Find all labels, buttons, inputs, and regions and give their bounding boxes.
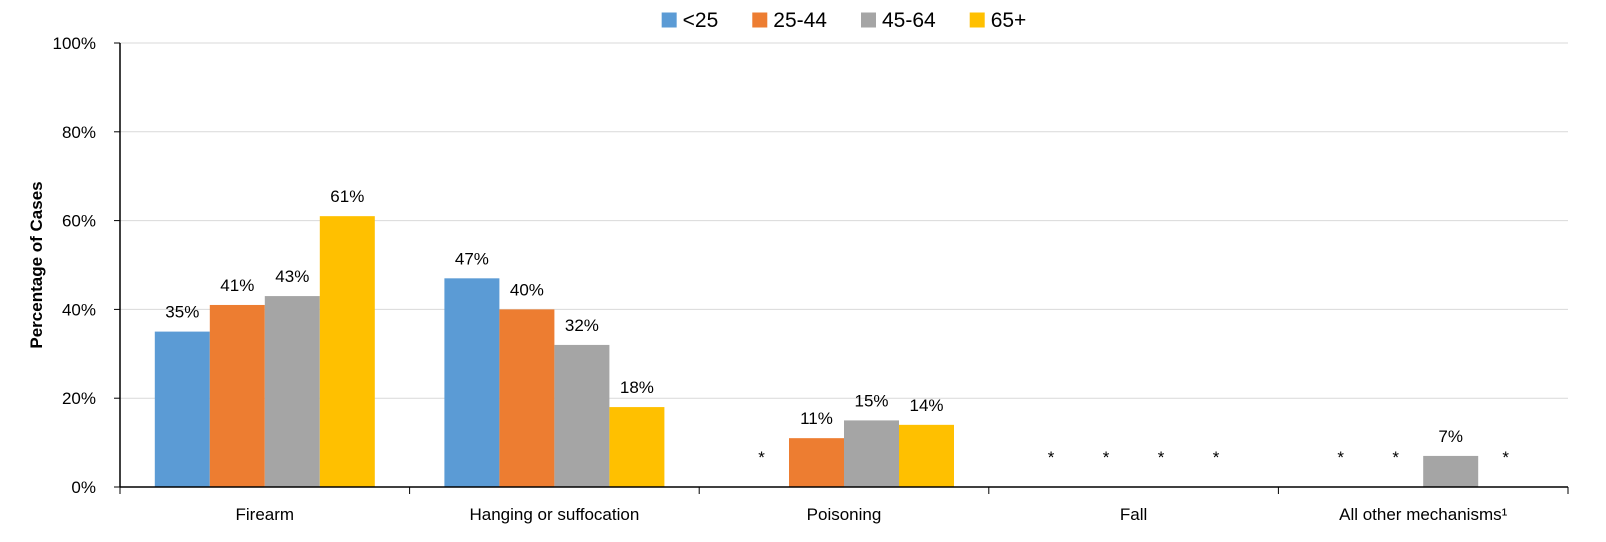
legend: <25 25-44 45-64 65+ — [661, 9, 1027, 32]
x-tick-label: Firearm — [236, 505, 295, 524]
x-tick-label: All other mechanisms¹ — [1339, 505, 1508, 524]
data-label: 15% — [854, 391, 888, 410]
bar — [264, 296, 320, 487]
x-tick-label: Poisoning — [807, 505, 882, 524]
legend-label: 65+ — [991, 9, 1027, 32]
suppressed-marker: * — [1158, 448, 1165, 467]
suppressed-marker: * — [1103, 448, 1110, 467]
legend-swatch — [861, 12, 876, 28]
legend-label: <25 — [683, 9, 719, 32]
x-tick-label: Hanging or suffocation — [469, 505, 639, 524]
x-tick-label: Fall — [1120, 505, 1147, 524]
bar — [154, 331, 210, 487]
bar — [319, 216, 375, 487]
y-tick-label: 100% — [53, 34, 96, 53]
bar — [209, 304, 265, 487]
data-labels: 35% 41% 43% 61% 47% 40% 32% 18% * 11% 15% 14% * * * * * *… — [165, 187, 1509, 467]
bar — [844, 420, 899, 487]
data-label: 14% — [909, 396, 943, 415]
data-label: 7% — [1438, 427, 1463, 446]
data-label: 18% — [620, 378, 654, 397]
data-label: 11% — [800, 409, 833, 428]
suppressed-marker: * — [1502, 448, 1509, 467]
y-tick-label: 80% — [62, 123, 96, 142]
bar — [899, 424, 954, 487]
data-label: 47% — [455, 249, 489, 268]
legend-label: 45-64 — [882, 9, 936, 32]
legend-swatch — [661, 12, 677, 28]
suppressed-marker: * — [758, 448, 765, 467]
bars — [154, 216, 1479, 487]
axes: 0% 20% 40% 60% 80% 100% Firearm Hanging or suff… — [53, 34, 1569, 524]
legend-label: 25-44 — [773, 9, 827, 32]
legend-swatch — [752, 12, 768, 28]
bar — [444, 278, 500, 487]
data-label: 43% — [275, 267, 309, 286]
y-tick-label: 0% — [71, 478, 96, 497]
suppressed-marker: * — [1337, 448, 1344, 467]
y-tick-label: 40% — [62, 300, 96, 319]
data-label: 32% — [565, 316, 599, 335]
y-tick-label: 20% — [62, 389, 96, 408]
suppressed-marker: * — [1213, 448, 1220, 467]
data-label: 61% — [330, 187, 364, 206]
bar — [499, 309, 555, 487]
suppressed-marker: * — [1392, 448, 1399, 467]
data-label: 35% — [165, 303, 199, 322]
bar — [1423, 455, 1479, 487]
y-tick-label: 60% — [62, 212, 96, 231]
bar — [609, 407, 665, 487]
bar — [789, 438, 844, 487]
legend-swatch — [969, 12, 985, 28]
data-label: 40% — [510, 280, 544, 299]
y-axis-title: Percentage of Cases — [27, 181, 46, 348]
suppressed-marker: * — [1048, 448, 1055, 467]
bar — [554, 344, 610, 487]
data-label: 41% — [220, 276, 254, 295]
